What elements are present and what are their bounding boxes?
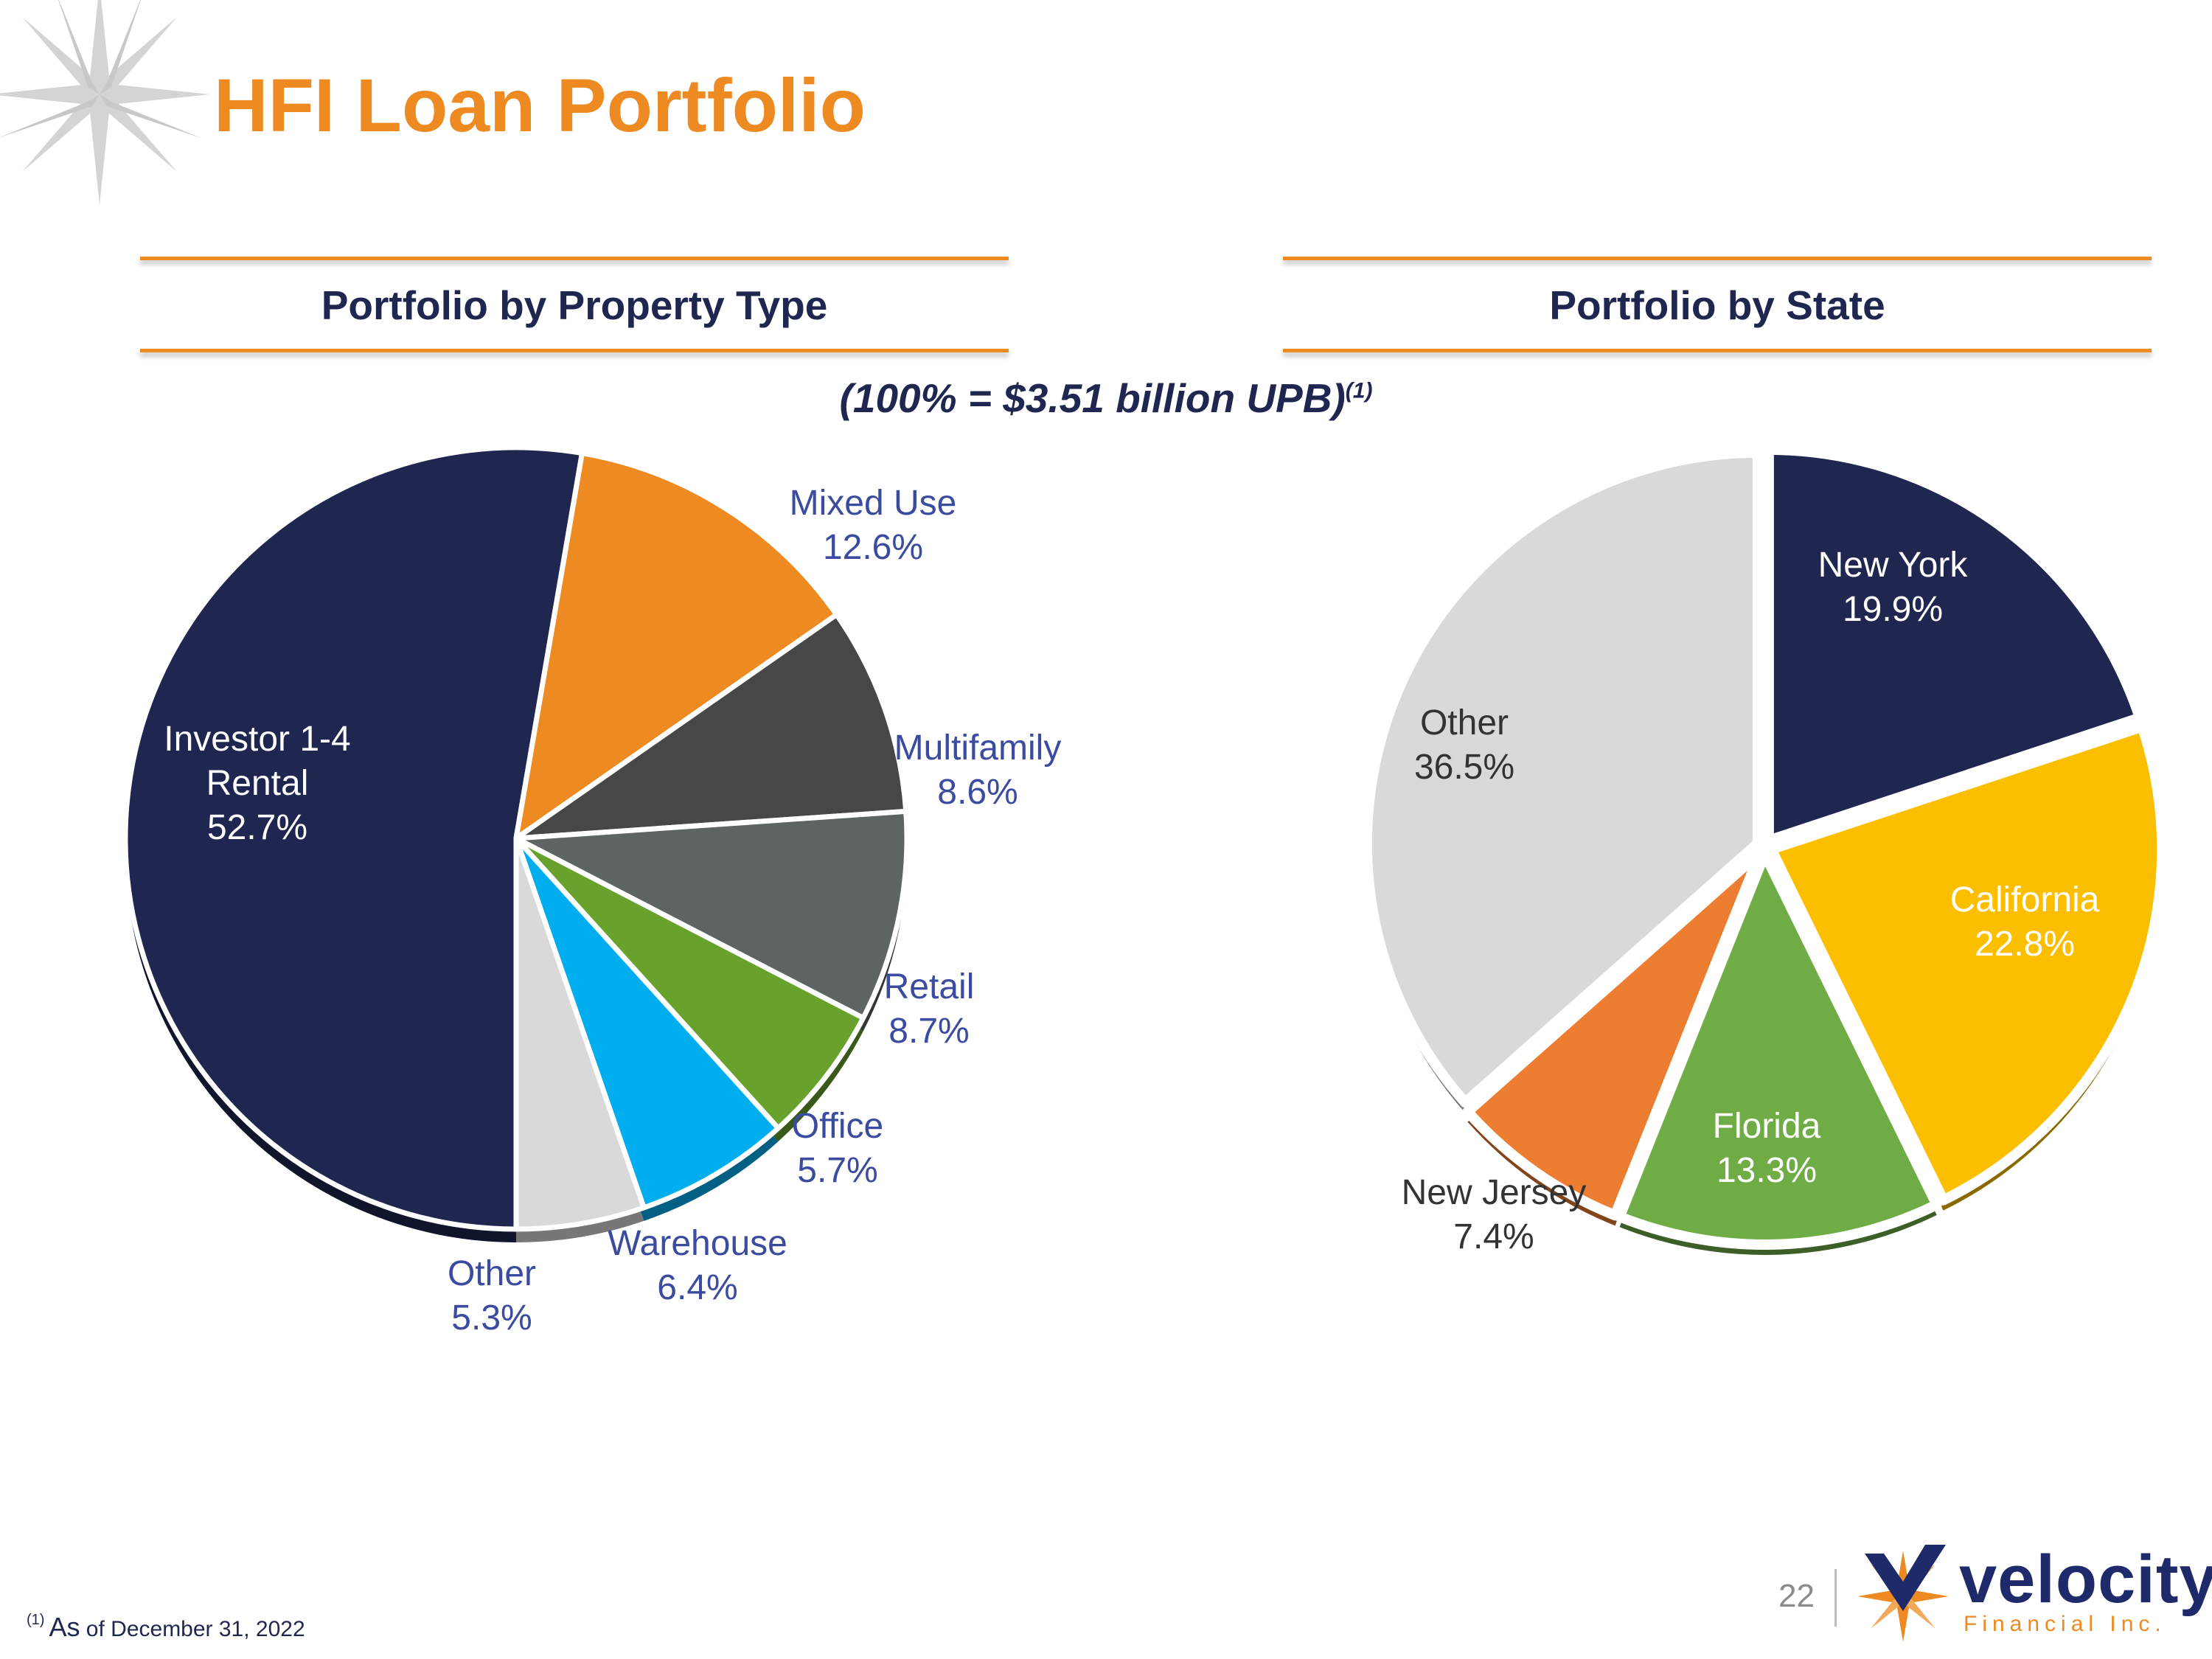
right-section-title: Portfolio by State: [1549, 282, 1885, 328]
velocity-logo-icon: [1857, 1545, 1949, 1642]
left-section-header: Portfolio by Property Type: [140, 257, 1009, 352]
header-rule-top: [1283, 257, 2152, 260]
page-divider: [1834, 1569, 1837, 1627]
logo-subtitle: Financial Inc.: [1964, 1612, 2166, 1636]
right-section-header: Portfolio by State: [1283, 257, 2152, 352]
pie-label-new-jersey: New Jersey 7.4%: [1402, 1173, 1587, 1256]
footnote-as: As: [49, 1612, 80, 1642]
pie-label-florida: Florida 13.3%: [1713, 1107, 1821, 1190]
pie-label-investor-1-4-rental: Investor 1-4 Rental 52.7%: [164, 720, 350, 847]
pie-slice-other: [1361, 447, 1763, 1108]
pie-slice-mixed-use: [513, 451, 840, 841]
pie-label-office: Office 5.7%: [792, 1107, 884, 1190]
footnote: (1) As of December 31, 2022: [27, 1612, 305, 1643]
pie-slice-retail: [513, 808, 910, 1021]
note-text: (100% = $3.51 billion UPB): [839, 375, 1346, 421]
pie-slice-california: [1766, 721, 2168, 1206]
pie-label-other: Other 5.3%: [448, 1254, 536, 1338]
header-rule-bottom: [140, 349, 1009, 352]
pie-label-other: Other 36.5%: [1414, 703, 1514, 787]
left-section-title: Portfolio by Property Type: [321, 282, 828, 328]
pie-slice-other: [513, 835, 647, 1232]
header-rule-bottom: [1283, 349, 2152, 352]
pie-slice-multifamily: [513, 612, 909, 841]
slide-title: HFI Loan Portfolio: [214, 63, 866, 147]
pie-slice-new-jersey: [1462, 847, 1766, 1221]
pie-label-warehouse: Warehouse 6.4%: [608, 1224, 787, 1307]
state-pie-chart: New York 19.9% California 22.8% Florida 13.3%…: [1361, 444, 2168, 1256]
pie-slice-florida: [1614, 848, 1942, 1250]
portfolio-total-note: (100% = $3.51 billion UPB)(1): [0, 375, 2212, 422]
compass-star-logo: [0, 0, 210, 205]
page-number: 22: [1778, 1578, 1815, 1614]
pie-slice-office: [513, 835, 866, 1131]
pie-label-mixed-use: Mixed Use 12.6%: [790, 484, 957, 567]
pie-label-california: California 22.8%: [1950, 880, 2100, 964]
pie-slice-new-york: [1763, 444, 2146, 846]
pie-slice-warehouse: [513, 835, 781, 1211]
pie-slice-investor-1-4-rental: [122, 445, 585, 1232]
note-marker: (1): [1345, 378, 1373, 403]
pie-label-new-york: New York 19.9%: [1818, 546, 1969, 629]
property-type-pie-chart: Investor 1-4 Rental 52.7% Mixed Use 12.6% Mul…: [122, 445, 1062, 1338]
footnote-marker: (1): [27, 1612, 45, 1628]
header-rule-top: [140, 257, 1009, 260]
logo-wordmark: velocity: [1959, 1542, 2212, 1617]
footnote-text: of December 31, 2022: [80, 1617, 305, 1641]
pie-label-multifamily: Multifamily 8.6%: [894, 728, 1062, 812]
pie-label-retail: Retail 8.7%: [884, 967, 975, 1051]
